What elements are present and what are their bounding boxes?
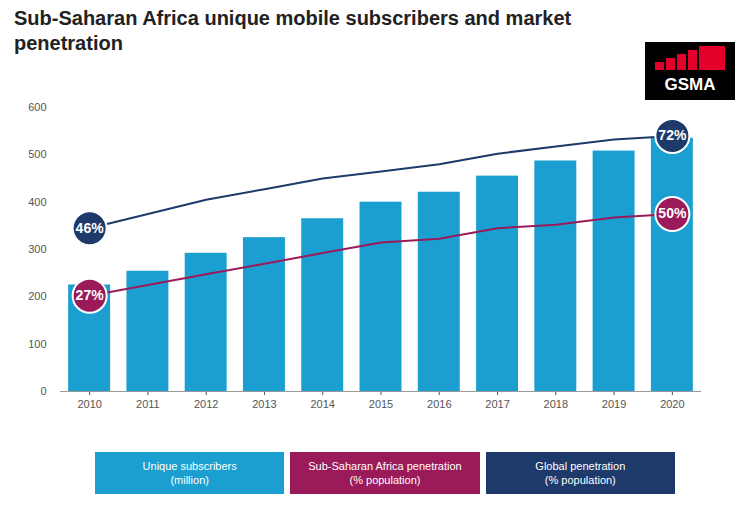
svg-text:2016: 2016 [427, 398, 451, 410]
svg-text:2011: 2011 [136, 398, 160, 410]
svg-text:0: 0 [40, 385, 46, 397]
svg-text:27%: 27% [76, 287, 105, 303]
html-text:(million): (million) [170, 474, 209, 486]
svg-text:72%: 72% [658, 127, 687, 143]
svg-text:2010: 2010 [77, 398, 101, 410]
svg-text:50%: 50% [658, 205, 687, 221]
svg-text:GSMA: GSMA [665, 75, 716, 94]
svg-text:46%: 46% [76, 220, 105, 236]
html-text:(% population): (% population) [544, 474, 616, 486]
svg-text:300: 300 [28, 243, 46, 255]
html-text:Sub-Saharan Africa unique mobi: Sub-Saharan Africa unique mobile subscri… [14, 7, 572, 54]
svg-text:2013: 2013 [252, 398, 276, 410]
svg-text:2015: 2015 [369, 398, 393, 410]
svg-text:2018: 2018 [544, 398, 568, 410]
svg-text:600: 600 [28, 101, 46, 113]
svg-text:2012: 2012 [194, 398, 218, 410]
svg-text:200: 200 [28, 290, 46, 302]
svg-text:2017: 2017 [485, 398, 509, 410]
svg-text:2019: 2019 [602, 398, 626, 410]
html-text:Unique subscribers: Unique subscribers [142, 460, 237, 472]
svg-text:2014: 2014 [310, 398, 334, 410]
svg-text:500: 500 [28, 148, 46, 160]
html-text:(% population): (% population) [349, 474, 421, 486]
svg-text:100: 100 [28, 338, 46, 350]
html-text:Sub-Saharan Africa penetration: Sub-Saharan Africa penetration [308, 460, 462, 472]
html-text:Global penetration: Global penetration [535, 460, 626, 472]
svg-text:400: 400 [28, 196, 46, 208]
svg-text:2020: 2020 [660, 398, 684, 410]
